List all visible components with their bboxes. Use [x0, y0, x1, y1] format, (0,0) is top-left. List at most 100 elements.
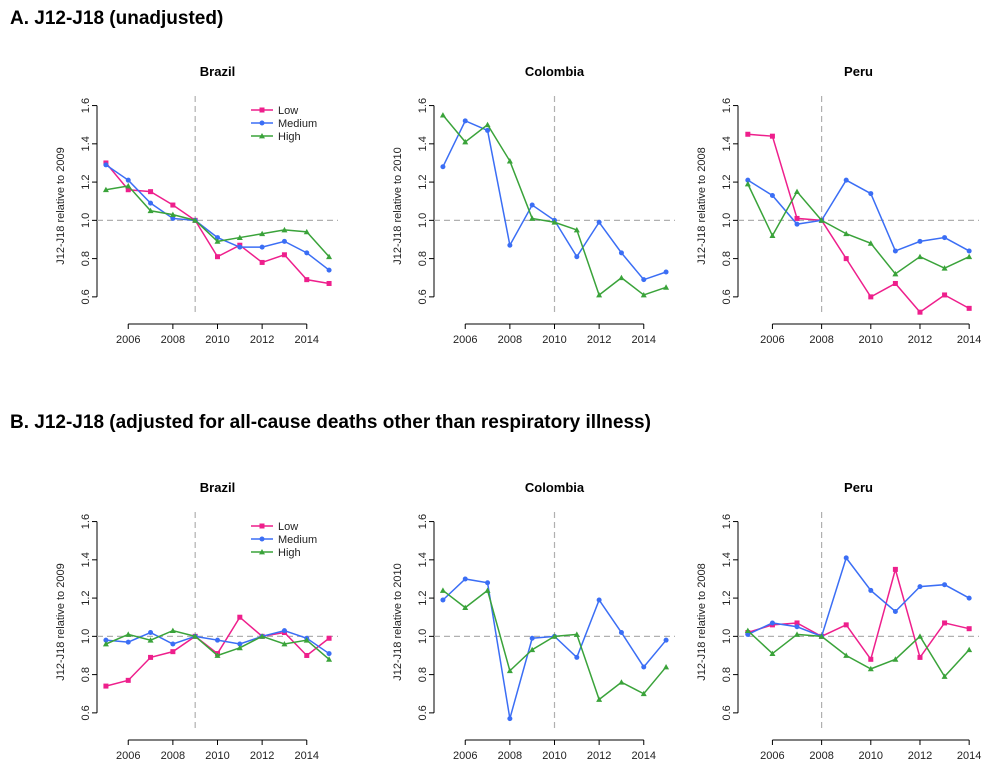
y-tick-label: 1.4 — [417, 136, 429, 151]
y-tick-label: 0.6 — [80, 289, 92, 304]
point-medium — [237, 244, 243, 250]
point-high — [192, 633, 199, 639]
point-high — [843, 230, 850, 237]
y-tick-label: 1.4 — [80, 552, 92, 567]
y-tick-label: 0.6 — [721, 705, 733, 720]
x-tick-label: 2010 — [205, 334, 229, 346]
point-low — [326, 635, 332, 641]
point-high — [147, 207, 154, 214]
panel-b-colombia: Colombia 0.6 0.8 1.0 1.2 1.4 1.6 J12-J18 relati… — [392, 480, 675, 762]
x-tick-label: 2010 — [859, 334, 883, 346]
point-medium — [529, 202, 535, 208]
point-medium — [868, 587, 874, 593]
y-tick-label: 1.6 — [721, 514, 733, 529]
point-high — [794, 631, 801, 637]
panel-title: Colombia — [525, 64, 585, 79]
point-high — [744, 181, 751, 187]
point-high — [236, 234, 243, 240]
legend-marker-high — [259, 549, 265, 555]
point-medium — [942, 582, 948, 588]
point-high — [573, 631, 580, 637]
panel-title: Peru — [844, 480, 873, 495]
point-low — [917, 309, 923, 315]
point-low — [868, 656, 874, 662]
point-medium — [917, 584, 923, 590]
y-tick-label: 1.0 — [721, 629, 733, 644]
point-medium — [641, 664, 647, 670]
y-tick-label: 1.0 — [417, 629, 429, 644]
point-medium — [148, 200, 154, 206]
x-tick-label: 2006 — [760, 334, 784, 346]
point-medium — [596, 219, 602, 225]
point-high — [596, 696, 603, 702]
y-tick-label: 0.6 — [80, 705, 92, 720]
point-medium — [596, 597, 602, 603]
point-medium — [462, 576, 468, 582]
point-medium — [485, 580, 491, 586]
point-high — [303, 637, 310, 643]
x-tick-label: 2014 — [632, 334, 656, 346]
y-tick-label: 1.4 — [721, 552, 733, 567]
point-high — [439, 587, 446, 593]
point-medium — [892, 248, 898, 254]
section-b-title: B. J12-J18 (adjusted for all-cause death… — [10, 412, 651, 433]
point-high — [462, 604, 469, 611]
x-tick-label: 2014 — [957, 334, 981, 346]
point-high — [966, 253, 973, 260]
y-tick-label: 1.2 — [721, 590, 733, 605]
y-tick-label: 0.6 — [721, 289, 733, 304]
legend-marker-low — [259, 107, 265, 113]
point-high — [326, 656, 333, 662]
point-medium — [942, 235, 948, 241]
point-low — [942, 620, 948, 626]
panel-a-colombia: Colombia 0.6 0.8 1.0 1.2 1.4 1.6 J12-J18 relati… — [392, 64, 675, 346]
legend-label-medium: Medium — [278, 118, 317, 130]
point-low — [148, 654, 154, 660]
point-low — [769, 133, 775, 139]
legend-label-low: Low — [278, 105, 298, 117]
point-high — [640, 690, 647, 697]
y-tick-label: 1.2 — [417, 590, 429, 605]
point-medium — [125, 639, 131, 645]
x-tick-label: 2006 — [116, 750, 140, 762]
y-axis-label: J12-J18 relative to 2009 — [55, 147, 67, 264]
point-high — [640, 291, 647, 298]
y-tick-label: 0.8 — [80, 667, 92, 682]
point-medium — [794, 624, 800, 630]
point-high — [818, 217, 825, 223]
point-medium — [663, 637, 669, 643]
point-high — [236, 644, 243, 651]
y-tick-label: 1.4 — [80, 136, 92, 151]
point-low — [942, 292, 948, 298]
point-medium — [440, 597, 446, 603]
x-tick-label: 2014 — [295, 334, 319, 346]
point-high — [147, 637, 154, 643]
point-high — [892, 270, 899, 277]
series-line-low — [747, 133, 970, 314]
point-medium — [641, 277, 647, 283]
y-tick-label: 0.8 — [721, 667, 733, 682]
point-high — [506, 158, 513, 164]
point-medium — [574, 654, 580, 660]
point-high — [663, 284, 670, 290]
point-low — [125, 187, 131, 193]
y-tick-label: 1.2 — [80, 590, 92, 605]
panel-title: Brazil — [200, 480, 235, 495]
y-tick-label: 1.2 — [721, 174, 733, 189]
point-medium — [769, 192, 775, 198]
point-medium — [237, 641, 243, 647]
x-tick-label: 2008 — [161, 750, 185, 762]
point-high — [551, 219, 558, 225]
point-high — [125, 182, 132, 189]
y-axis-label: J12-J18 relative to 2010 — [392, 563, 404, 680]
point-high — [966, 646, 973, 653]
point-low — [215, 254, 220, 260]
y-tick-label: 1.0 — [80, 213, 92, 228]
point-high — [551, 633, 558, 639]
point-high — [573, 226, 580, 233]
point-high — [462, 138, 469, 145]
x-tick-label: 2010 — [542, 750, 566, 762]
point-low — [170, 202, 176, 208]
point-high — [281, 226, 288, 233]
